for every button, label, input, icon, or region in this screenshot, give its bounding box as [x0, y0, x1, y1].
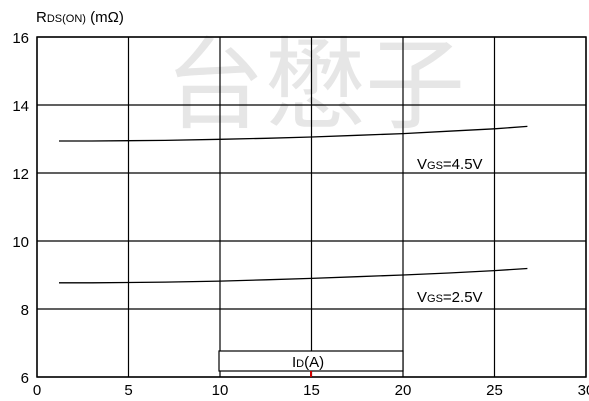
x-axis-title-unit: (A): [304, 354, 324, 371]
x-tick-label-15: 15: [303, 382, 320, 399]
series-label-vgs-4-5-main: V: [417, 156, 427, 173]
watermark: 台懋子: [165, 27, 465, 144]
x-tick-label-0: 0: [33, 382, 41, 399]
x-axis-title-main: I: [292, 354, 296, 371]
x-tick-label-30: 30: [578, 382, 589, 399]
series-label-vgs-2-5-rest: =2.5V: [443, 289, 483, 306]
tick-labels: 0 5 10 15 20 25 30 6 8 10 12 14 16: [12, 30, 589, 399]
series-line-1: [59, 267, 528, 284]
series-label-vgs-4-5-rest: =4.5V: [443, 156, 483, 173]
series-label-vgs-2-5: VGS=2.5V: [417, 289, 483, 306]
series-label-vgs-2-5-sub: GS: [427, 293, 443, 305]
series-label-vgs-4-5-sub: GS: [427, 160, 443, 172]
x-tick-label-5: 5: [124, 382, 132, 399]
y-tick-label-16: 16: [12, 30, 29, 47]
y-tick-label-10: 10: [12, 234, 29, 251]
y-tick-label-14: 14: [12, 98, 29, 115]
series-line-0: [59, 125, 528, 142]
y-tick-label-6: 6: [21, 370, 29, 387]
x-axis-title: ID(A): [292, 354, 324, 371]
series-lines: [59, 125, 528, 284]
x-tick-label-20: 20: [395, 382, 412, 399]
y-axis-title-main: R: [36, 9, 47, 26]
y-axis-title-unit: (mΩ): [86, 9, 124, 26]
y-axis-title-sub: DS(ON): [47, 13, 86, 25]
x-axis-title-sub: D: [296, 358, 304, 370]
x-tick-label-25: 25: [486, 382, 503, 399]
series-label-vgs-4-5: VGS=4.5V: [417, 156, 483, 173]
y-tick-label-12: 12: [12, 166, 29, 183]
x-tick-label-10: 10: [212, 382, 229, 399]
y-tick-label-8: 8: [21, 302, 29, 319]
y-axis-title: RDS(ON) (mΩ): [36, 9, 124, 26]
grid: [36, 36, 587, 378]
series-label-vgs-2-5-main: V: [417, 289, 427, 306]
